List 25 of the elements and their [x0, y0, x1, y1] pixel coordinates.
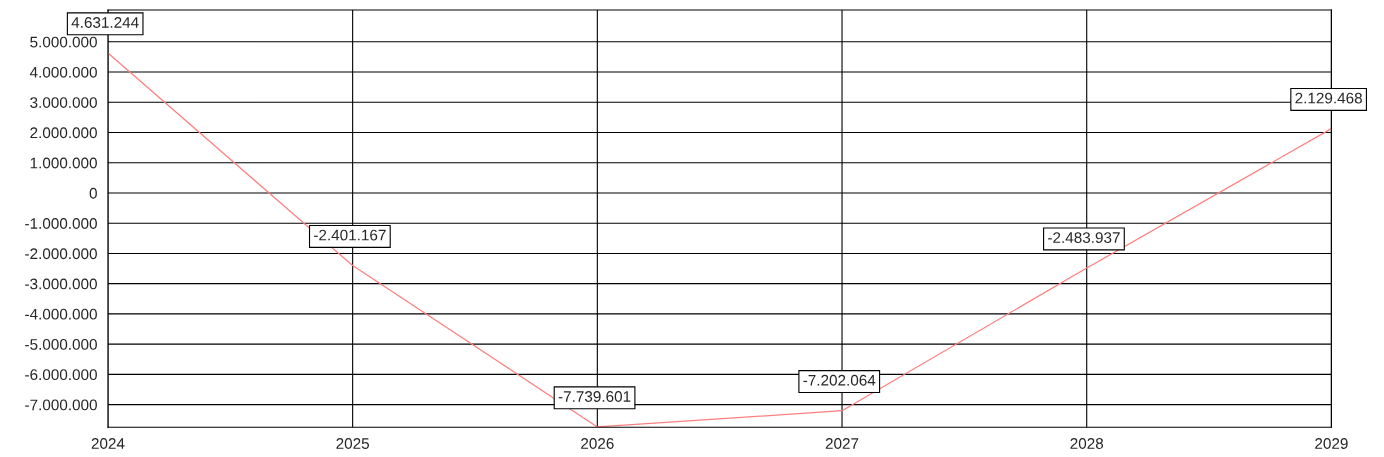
y-tick-label: -7.000.000 [25, 399, 97, 411]
y-tick-label: -1.000.000 [25, 218, 97, 229]
y-tick-label: 3.000.000 [30, 97, 97, 108]
y-tick-label: -3.000.000 [25, 278, 97, 290]
data-label: -7.739.601 [558, 391, 631, 402]
x-tick-label: 2027 [825, 438, 859, 449]
y-tick-label: 4.000.000 [29, 66, 97, 78]
x-tick-label: 2026 [581, 438, 614, 449]
x-tick-label: 2029 [1315, 438, 1348, 449]
y-tick-label: 1.000.000 [30, 157, 97, 169]
x-tick-label: 2024 [91, 438, 125, 449]
data-label: 4.631.244 [71, 17, 139, 28]
data-label: -2.401.167 [314, 229, 386, 241]
y-tick-label: -2.000.000 [25, 248, 97, 260]
y-tick-label: 0 [89, 187, 97, 199]
data-label: 2.129.468 [1295, 92, 1362, 104]
y-tick-label: -4.000.000 [25, 308, 97, 320]
y-tick-label: 5.000.000 [30, 36, 97, 48]
data-label: -2.483.937 [1048, 232, 1120, 244]
x-tick-label: 2025 [336, 438, 369, 449]
x-tick-label: 2028 [1070, 438, 1104, 449]
y-tick-label: -5.000.000 [25, 339, 97, 350]
y-tick-label: 2.000.000 [30, 127, 97, 139]
y-tick-label: -6.000.000 [25, 369, 97, 381]
data-label: -7.202.064 [803, 374, 876, 386]
